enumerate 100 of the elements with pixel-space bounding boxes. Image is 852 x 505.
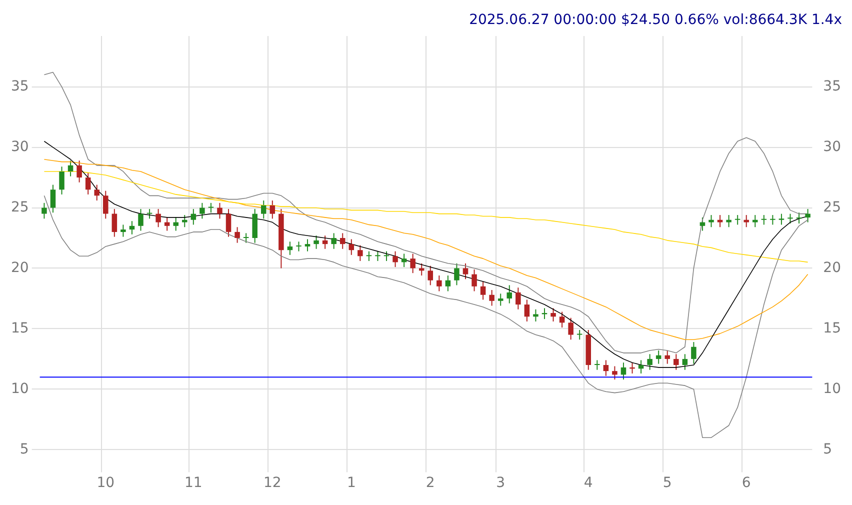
candlestick <box>752 214 758 228</box>
candlestick <box>68 160 74 177</box>
candlestick <box>770 214 776 226</box>
candlestick <box>533 308 538 322</box>
candlestick <box>734 214 740 226</box>
candlestick <box>146 208 152 220</box>
candlestick <box>700 216 706 232</box>
y-tick-label: 20 <box>10 260 29 276</box>
candlestick <box>778 213 784 226</box>
candlestick <box>348 238 354 256</box>
candlestick <box>375 250 380 262</box>
y-tick-label: 25 <box>10 199 29 216</box>
x-tick-label: 3 <box>496 475 506 492</box>
candlestick <box>392 250 398 268</box>
candlestick <box>304 238 310 252</box>
candlestick <box>664 350 670 364</box>
y2-tick-label: 15 <box>823 320 842 336</box>
candlestick <box>428 265 434 286</box>
candlestick <box>472 268 477 292</box>
candlestick <box>410 253 416 274</box>
candlestick <box>744 214 749 228</box>
candlestick <box>384 250 390 262</box>
y2-tick-label: 25 <box>823 199 842 216</box>
y-tick-label: 30 <box>10 138 29 155</box>
y-tick-label: 10 <box>10 380 29 397</box>
candlestick <box>612 366 618 380</box>
candlestick <box>200 202 205 220</box>
candlestick <box>120 224 126 238</box>
y-tick-label: 15 <box>10 320 29 336</box>
candlestick <box>462 262 468 280</box>
candlestick <box>480 281 486 300</box>
candlestick <box>243 232 249 244</box>
candlestick <box>524 299 530 322</box>
candlestick <box>208 202 214 214</box>
x-tick-label: 2 <box>426 475 435 492</box>
candlestick <box>568 317 574 340</box>
candlestick <box>366 250 372 262</box>
candlestick <box>682 354 688 370</box>
candlestick <box>506 284 512 304</box>
candlestick <box>559 311 565 328</box>
candlestick <box>691 342 696 364</box>
candlestick <box>103 190 108 220</box>
candlestick <box>296 241 302 252</box>
candlestick <box>603 360 609 376</box>
candlestick <box>190 208 196 226</box>
x-tick-label: 11 <box>184 475 202 492</box>
candlestick <box>112 208 118 238</box>
candlestick <box>94 184 100 202</box>
candlestick <box>761 214 767 226</box>
candlestick <box>138 208 144 232</box>
candlestick <box>418 262 424 276</box>
candlestick <box>576 329 582 340</box>
candlestick <box>314 235 319 250</box>
y-tick-label: 35 <box>10 78 29 94</box>
x-tick-label: 12 <box>263 475 282 492</box>
candlestick <box>516 287 521 310</box>
candlestick <box>59 166 64 195</box>
candlestick <box>173 216 178 232</box>
candlestick <box>454 262 460 286</box>
candlestick <box>594 360 600 370</box>
candlestick <box>234 226 240 244</box>
candlestick <box>436 275 442 292</box>
candlestick <box>489 290 494 306</box>
candlestick <box>726 214 732 228</box>
y2-tick-label: 30 <box>823 138 842 155</box>
candlestick <box>445 275 451 292</box>
candlestick <box>76 160 82 183</box>
candlestick <box>156 208 161 228</box>
candlestick <box>217 202 222 220</box>
x-tick-label: 5 <box>662 475 672 492</box>
x-tick-label: 1 <box>346 475 356 492</box>
candlestick <box>358 244 363 262</box>
x-tick-label: 4 <box>584 475 593 492</box>
candlestick <box>656 350 662 364</box>
candlestick <box>708 214 714 228</box>
y2-tick-label: 10 <box>823 380 842 397</box>
candlestick <box>50 184 56 214</box>
candlestick <box>717 214 723 228</box>
candlestick <box>287 241 293 256</box>
candlestick <box>182 214 188 228</box>
candlestick <box>322 235 328 250</box>
candlestick <box>331 232 336 250</box>
x-tick-label: 6 <box>742 475 751 492</box>
candlestick <box>226 208 232 238</box>
candlestick <box>674 354 679 370</box>
chart-title: 2025.06.27 00:00:00 $24.50 0.66% vol:8664.3K 1.4x <box>469 12 842 28</box>
candlestick <box>620 362 626 380</box>
y2-tick-label: 5 <box>823 441 832 458</box>
candlestick <box>647 354 652 370</box>
y2-tick-label: 20 <box>823 260 842 276</box>
candlestick <box>85 172 91 195</box>
candlestick <box>164 216 170 232</box>
candlestick <box>638 360 644 374</box>
y2-tick-label: 35 <box>823 78 842 94</box>
candlestick <box>42 202 47 220</box>
candlestick <box>498 293 504 306</box>
candlestick <box>788 213 793 224</box>
candlestick <box>550 308 556 322</box>
candlestick <box>805 208 810 223</box>
candlestick <box>270 200 276 220</box>
